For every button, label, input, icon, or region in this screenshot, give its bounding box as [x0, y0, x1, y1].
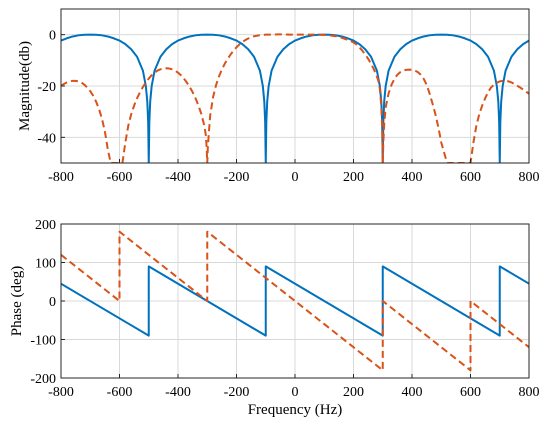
phase-xtick-label: 800	[519, 385, 540, 400]
magnitude-xtick-label: -400	[165, 170, 191, 185]
phase-tick-labels: -800 -600 -400 -200 0 200 400 600 800 -200 -100 0 10…	[30, 218, 539, 400]
phase-grid	[61, 224, 529, 378]
magnitude-plot: -800 -600 -400 -200 0 200 400 600 800-40-200 Mag…	[17, 8, 540, 185]
phase-xtick-label: -800	[48, 385, 74, 400]
magnitude-xtick-label: -800	[48, 170, 74, 185]
magnitude-xtick-label: -200	[224, 170, 250, 185]
phase-xlabel: Frequency (Hz)	[248, 402, 343, 418]
magnitude-xtick-label: 800	[519, 170, 540, 185]
phase-ytick-label: 200	[35, 218, 56, 233]
magnitude-ytick-label: 0	[49, 29, 56, 44]
phase-xtick-label: -600	[107, 385, 133, 400]
phase-xtick-label: 200	[343, 385, 364, 400]
magnitude-tick-labels: -800 -600 -400 -200 0 200 400 600 800-40-200	[37, 29, 539, 185]
phase-ytick-label: 0	[49, 295, 56, 310]
magnitude-ytick-label: -40	[37, 131, 56, 146]
phase-series-solid-line	[61, 265, 529, 337]
phase-xtick-label: 400	[402, 385, 423, 400]
magnitude-xtick-label: -600	[107, 170, 133, 185]
magnitude-series	[61, 33, 529, 163]
phase-xtick-label: -200	[224, 385, 250, 400]
phase-ytick-label: -200	[30, 372, 56, 387]
phase-ytick-label: -100	[30, 334, 56, 349]
magnitude-xtick-label: 200	[343, 170, 364, 185]
magnitude-xtick-label: 0	[292, 170, 299, 185]
phase-series	[61, 230, 529, 372]
magnitude-ytick-label: -20	[37, 80, 56, 95]
magnitude-grid	[61, 9, 529, 163]
magnitude-xtick-label: 600	[460, 170, 481, 185]
phase-ytick-label: 100	[35, 257, 56, 272]
magnitude-ylabel: Magnitude(db)	[17, 41, 33, 131]
phase-xtick-label: -400	[165, 385, 191, 400]
phase-xtick-label: 600	[460, 385, 481, 400]
magnitude-xtick-label: 400	[402, 170, 423, 185]
magnitude-series-solid-line	[61, 33, 529, 163]
phase-ylabel: Phase (deg)	[9, 266, 25, 336]
phase-xtick-label: 0	[292, 385, 299, 400]
phase-series-dashed-line	[61, 230, 529, 372]
phase-plot: -800 -600 -400 -200 0 200 400 600 800 -200 -100 0 10…	[9, 218, 540, 418]
